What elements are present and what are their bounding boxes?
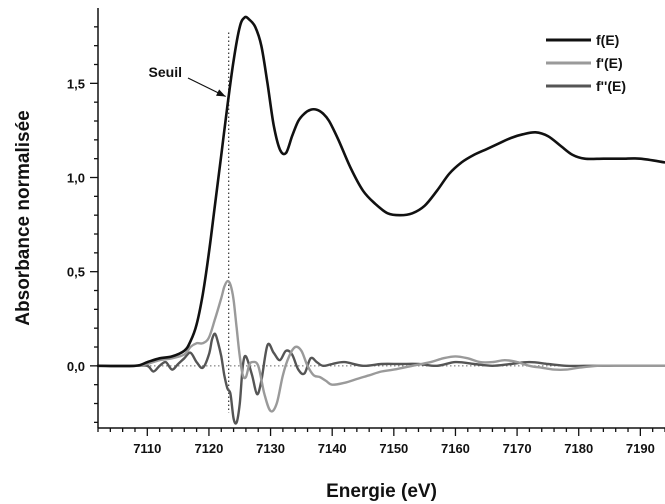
series-layer bbox=[96, 15, 665, 425]
y-axis-ticks: 0,0 0,5 1,0 1,5 bbox=[67, 26, 98, 423]
x-tick-label: 7170 bbox=[503, 441, 532, 456]
legend: f(E) f'(E) f''(E) bbox=[546, 32, 626, 94]
x-tick-label: 7140 bbox=[318, 441, 347, 456]
x-tick-label: 7180 bbox=[564, 441, 593, 456]
threshold-annotation-arrowhead bbox=[216, 89, 226, 97]
threshold-annotation-label: Seuil bbox=[149, 64, 182, 80]
x-tick-label: 7120 bbox=[194, 441, 223, 456]
x-tick-label: 7190 bbox=[626, 441, 655, 456]
legend-label-fe: f(E) bbox=[596, 32, 619, 48]
y-tick-label: 0,0 bbox=[67, 359, 85, 374]
series-line-fe bbox=[96, 15, 665, 368]
x-tick-label: 7130 bbox=[256, 441, 285, 456]
legend-label-f-double-primee: f''(E) bbox=[596, 78, 626, 94]
legend-label-f-primee: f'(E) bbox=[596, 55, 623, 71]
plot-area bbox=[96, 15, 665, 425]
x-tick-label: 7150 bbox=[379, 441, 408, 456]
threshold-annotation: Seuil bbox=[149, 64, 226, 98]
series-line-f-double-primee bbox=[96, 332, 665, 425]
y-axis-title: Absorbance normalisée bbox=[13, 110, 34, 325]
x-axis-title: Energie (eV) bbox=[326, 481, 437, 502]
x-tick-label: 7160 bbox=[441, 441, 470, 456]
y-tick-label: 1,0 bbox=[67, 171, 85, 186]
series-line-f-primee bbox=[96, 279, 665, 413]
x-tick-label: 7110 bbox=[133, 441, 161, 456]
x-axis-ticks: 7110 7120 7130 7140 7150 7160 7170 7180 7190 bbox=[97, 428, 665, 456]
y-tick-label: 0,5 bbox=[67, 265, 85, 280]
y-tick-label: 1,5 bbox=[67, 76, 85, 91]
axes: 7110 7120 7130 7140 7150 7160 7170 7180 7190 0,0… bbox=[67, 8, 665, 456]
